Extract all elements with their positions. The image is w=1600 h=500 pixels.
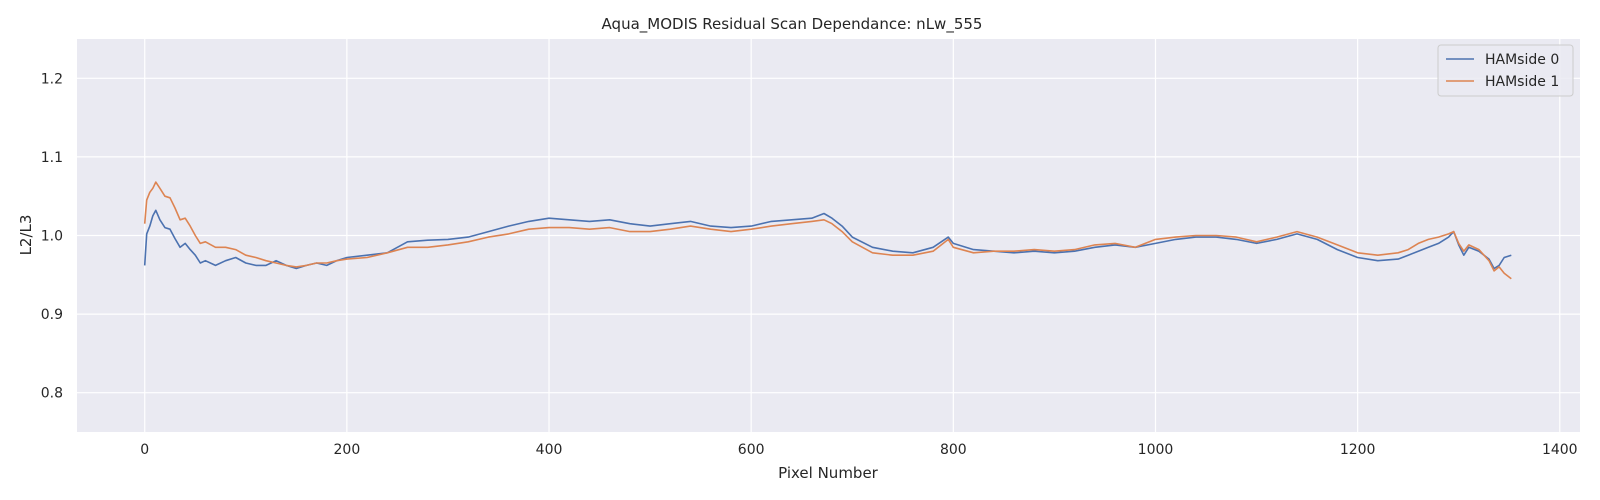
x-tick-label: 1200 bbox=[1340, 442, 1376, 458]
series-lines bbox=[143, 181, 1512, 280]
series-line-0 bbox=[143, 209, 1512, 270]
y-tick-label: 1.1 bbox=[41, 150, 63, 166]
x-axis-ticks: 0 200 400 600 800 1000 1200 1400 bbox=[140, 442, 1577, 458]
x-tick-label: 1400 bbox=[1542, 442, 1578, 458]
legend: HAMside 0 HAMside 1 bbox=[1437, 44, 1574, 97]
y-axis-label: L2/L3 bbox=[17, 215, 35, 256]
x-tick-label: 600 bbox=[738, 442, 765, 458]
legend-label-series-0: HAMside 0 bbox=[1485, 52, 1559, 68]
legend-box bbox=[1437, 44, 1574, 97]
legend-label-series-1: HAMside 1 bbox=[1485, 74, 1559, 90]
y-tick-label: 0.8 bbox=[41, 386, 63, 402]
x-axis-label: Pixel Number bbox=[778, 464, 879, 482]
y-tick-label: 1.0 bbox=[41, 229, 63, 245]
x-tick-label: 1000 bbox=[1138, 442, 1174, 458]
grid-lines bbox=[77, 39, 1580, 432]
chart-title: Aqua_MODIS Residual Scan Dependance: nLw… bbox=[602, 15, 983, 34]
x-tick-label: 800 bbox=[940, 442, 967, 458]
x-tick-label: 0 bbox=[140, 442, 149, 458]
x-tick-label: 400 bbox=[536, 442, 563, 458]
y-axis-ticks: 0.8 0.9 1.0 1.1 1.2 bbox=[41, 71, 63, 401]
x-tick-label: 200 bbox=[334, 442, 361, 458]
y-tick-label: 1.2 bbox=[41, 71, 63, 87]
y-tick-label: 0.9 bbox=[41, 307, 63, 323]
series-line-1 bbox=[143, 181, 1512, 280]
